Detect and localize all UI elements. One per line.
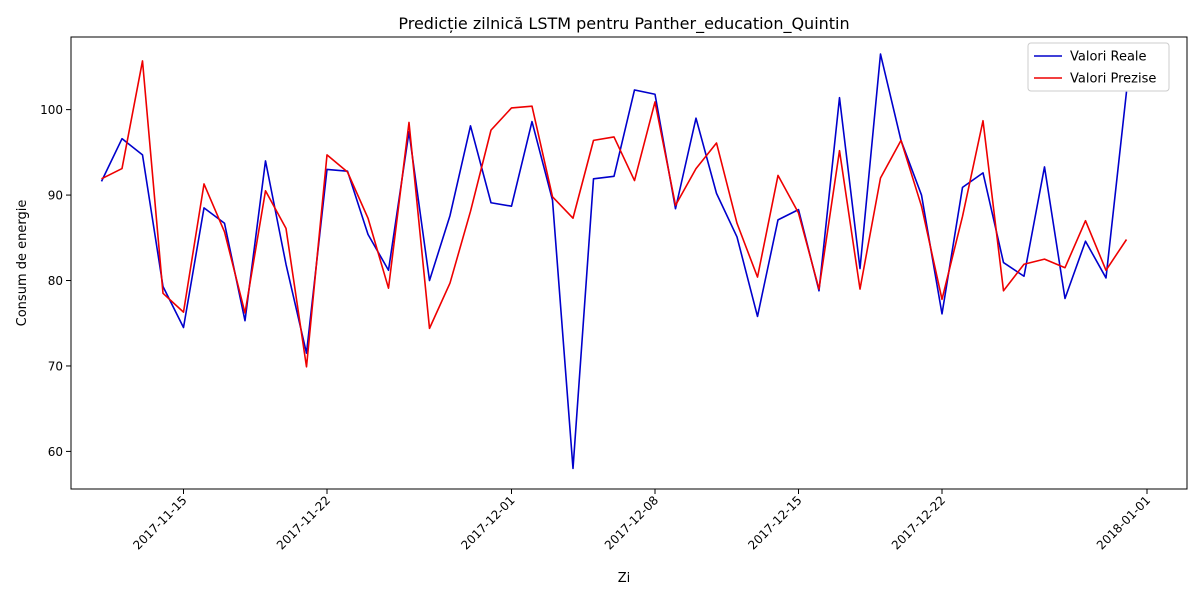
y-tick-label: 100 xyxy=(40,103,63,117)
y-tick-label: 90 xyxy=(48,189,63,203)
x-tick-label: 2017-11-15 xyxy=(130,493,189,552)
x-tick-label: 2017-12-08 xyxy=(602,493,661,552)
x-axis-label: Zi xyxy=(618,571,631,586)
series-line-1 xyxy=(101,60,1128,368)
legend-label: Valori Reale xyxy=(1070,50,1147,65)
legend: Valori Reale Valori Prezise xyxy=(1027,42,1170,92)
y-axis-label: Consum de energie xyxy=(15,200,30,327)
series-line-0 xyxy=(100,53,1128,470)
plot-area xyxy=(70,36,1188,490)
y-tick-label: 80 xyxy=(48,274,63,288)
legend-label: Valori Prezise xyxy=(1070,72,1156,87)
x-tick-label: 2017-11-22 xyxy=(274,493,333,552)
x-tick-label: 2017-12-15 xyxy=(745,493,804,552)
chart-title: Predicție zilnică LSTM pentru Panther_ed… xyxy=(398,14,849,34)
axes-layer: 60 70 80 90 100 2017-11-15 2017-11-22 2017-12-0… xyxy=(40,103,1153,552)
x-tick-label: 2017-12-01 xyxy=(458,493,517,552)
y-tick-label: 60 xyxy=(48,445,63,459)
y-tick-label: 70 xyxy=(48,359,63,373)
series-layer xyxy=(100,53,1128,470)
x-tick-label: 2018-01-01 xyxy=(1094,493,1153,552)
x-tick-label: 2017-12-22 xyxy=(889,493,948,552)
legend-box xyxy=(1027,42,1170,92)
